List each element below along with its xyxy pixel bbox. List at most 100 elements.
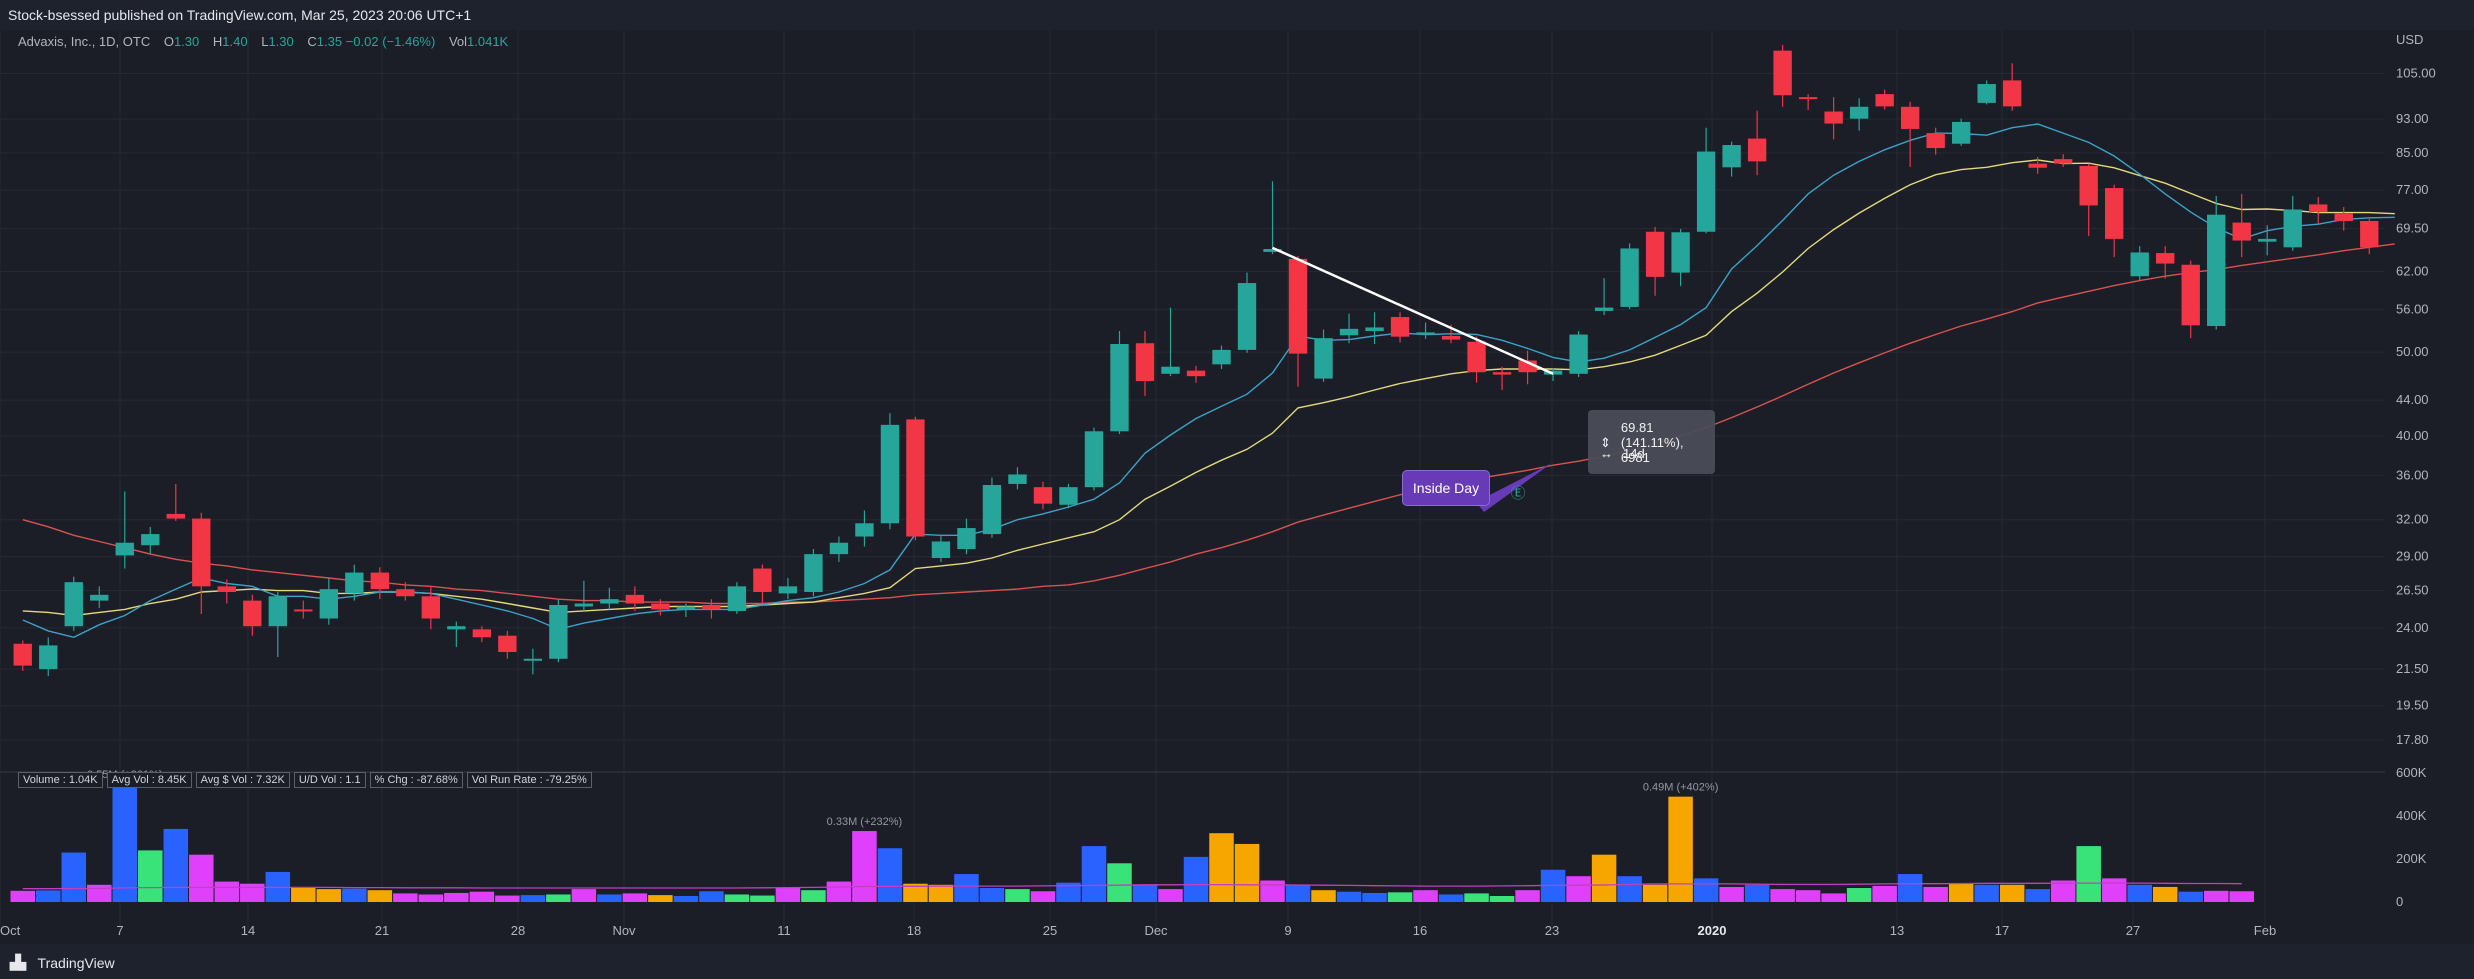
candle-body [141, 534, 160, 546]
candle-body [2181, 264, 2200, 326]
time-tick-label: 11 [777, 923, 791, 938]
volume-bar [520, 895, 546, 902]
volume-bar [1617, 876, 1642, 902]
candle [2156, 246, 2175, 279]
volume-bar [1821, 893, 1846, 902]
tradingview-logo[interactable]: ▟▖ TradingView [10, 954, 115, 971]
candle-body [472, 629, 492, 638]
candle [1747, 110, 1767, 176]
time-axis: Oct 7 14 21 28 Nov 11 18 25 Dec 9 16 23 2020 13 17 27 Feb [0, 923, 2276, 938]
candle-body [1747, 138, 1767, 162]
candle [1059, 483, 1078, 509]
candle-body [727, 586, 747, 611]
inside-day-callout[interactable]: Inside Day [1402, 470, 1490, 506]
candle [192, 512, 211, 614]
candle [64, 576, 83, 631]
candle-body [1518, 360, 1537, 373]
candle-body [1824, 111, 1843, 124]
candle-body [2105, 188, 2124, 239]
candle-body [523, 658, 543, 661]
candle-body [804, 554, 823, 592]
candle [1237, 272, 1257, 353]
candle [549, 599, 568, 663]
price-axis: 120.00105.0093.0085.0077.0069.5062.0056.… [2396, 30, 2436, 747]
candle-body [1798, 97, 1818, 100]
volume-bar [903, 883, 928, 902]
candle-body [2258, 238, 2277, 242]
candle-body [268, 596, 287, 627]
volume-bar [2152, 886, 2178, 902]
candle-body [447, 626, 466, 630]
candle [1977, 80, 1996, 105]
candle [1951, 118, 1971, 146]
candle-body [1569, 334, 1588, 374]
candle [1467, 336, 1486, 383]
ema-slow-line [22, 243, 2395, 605]
candle [1875, 89, 1894, 110]
candle-body [1212, 349, 1231, 365]
vertical-range-icon: ⇕ [1600, 434, 1611, 450]
candle-body [1084, 431, 1104, 488]
volume-bar [2178, 891, 2203, 902]
candle-body [1288, 258, 1308, 354]
candle [1339, 313, 1359, 344]
candle [396, 582, 415, 601]
time-tick-label: 17 [1995, 923, 2009, 938]
candle [727, 582, 747, 614]
candle [2258, 225, 2277, 256]
candle [625, 586, 645, 611]
volume-bar [571, 889, 597, 902]
candle-body [1441, 335, 1461, 340]
price-range-measure[interactable]: ⇕ 69.81 (141.11%), 6981 ↔ 14d [1588, 410, 1715, 474]
chart-canvas[interactable]: 120.00105.0093.0085.0077.0069.5062.0056.… [0, 30, 2474, 944]
candle-body [982, 485, 1002, 535]
candle-body [1237, 283, 1257, 350]
candle [1186, 365, 1206, 383]
candle-body [1696, 151, 1716, 232]
candle [829, 536, 849, 562]
candle [2079, 163, 2098, 237]
candle-body [1594, 307, 1614, 311]
candle [1798, 94, 1818, 110]
candle-body [294, 609, 313, 612]
volume-bar [1846, 888, 1872, 902]
time-tick-label: 2020 [1698, 923, 1727, 938]
close-label: C [307, 34, 317, 49]
candle-body [90, 594, 109, 601]
candle-body [319, 589, 338, 619]
candle-body [2232, 222, 2251, 241]
horizontal-range-icon: ↔ [1600, 446, 1613, 461]
candle-body [1900, 106, 1920, 129]
candle [957, 518, 976, 555]
candle-body [2309, 204, 2328, 213]
volume-bar [597, 894, 622, 902]
candle [1696, 127, 1716, 234]
volume-bar [418, 894, 444, 902]
volume-bar [1999, 884, 2025, 902]
candle-body [1773, 50, 1792, 96]
candle [2334, 206, 2353, 231]
candle [319, 578, 338, 625]
symbol-name: Advaxis, Inc., 1D, OTC [18, 34, 151, 49]
time-tick-label: 27 [2126, 923, 2140, 938]
candle-body [778, 586, 798, 594]
candle-body [39, 645, 58, 670]
volume-bar [1719, 886, 1744, 902]
candle [1390, 312, 1410, 343]
candle [217, 579, 236, 604]
candle-body [2028, 163, 2047, 168]
trend-line [1272, 246, 1554, 375]
volume-bar [1387, 892, 1413, 902]
volume-bar [214, 881, 240, 902]
time-tick-label: 7 [116, 923, 123, 938]
volume-bar [10, 890, 36, 902]
volume-bar [1413, 890, 1438, 902]
candle-body [1135, 343, 1155, 382]
volume-bar [1362, 892, 1387, 902]
candle [855, 510, 874, 547]
candle [39, 637, 58, 677]
volume-average-line [22, 882, 2242, 890]
volume-stats-bar: Volume : 1.04K Avg Vol : 8.45K Avg $ Vol… [18, 772, 592, 788]
volume-bar [954, 874, 979, 902]
candle-body [1645, 231, 1665, 277]
